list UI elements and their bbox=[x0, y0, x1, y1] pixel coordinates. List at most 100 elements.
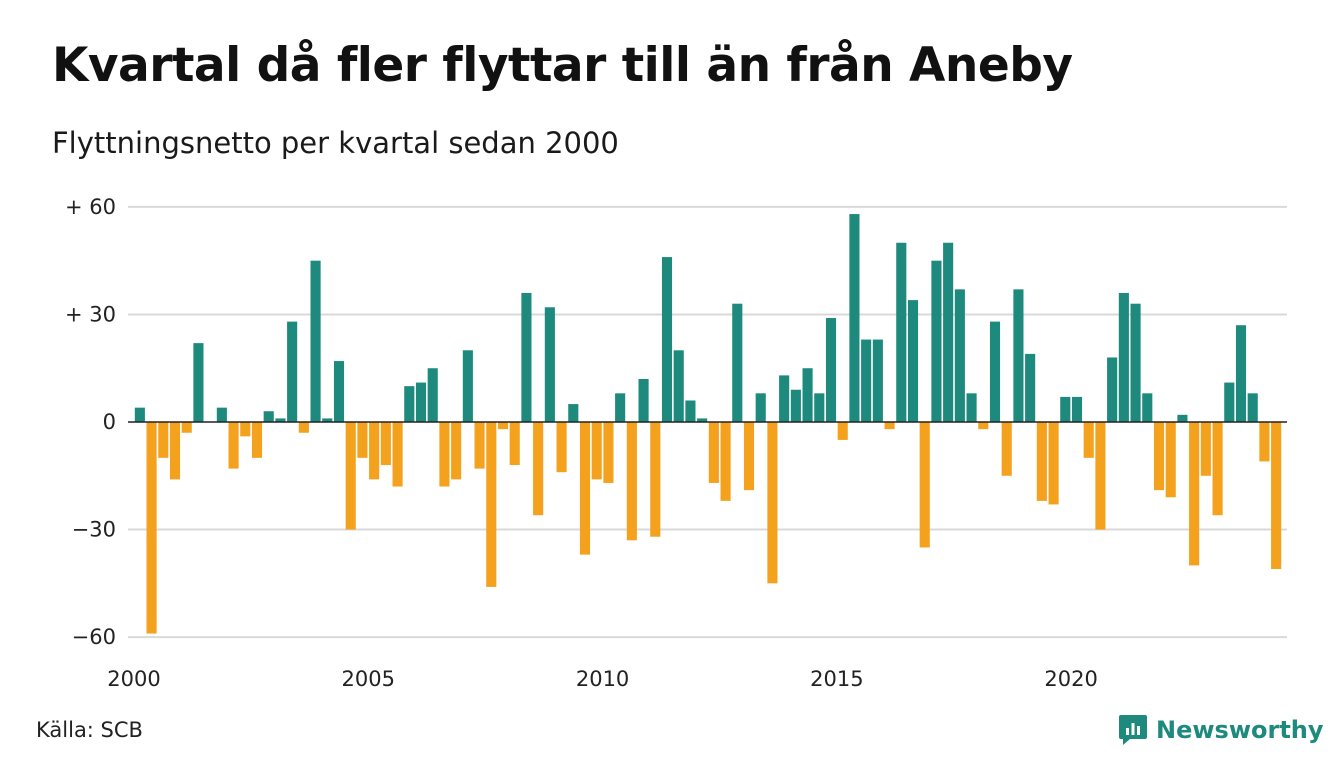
y-tick-label: −60 bbox=[72, 625, 116, 649]
bar-q92 bbox=[1200, 422, 1211, 476]
bar-q22 bbox=[380, 422, 391, 466]
bar-q34 bbox=[521, 292, 532, 422]
bar-q36 bbox=[544, 307, 555, 422]
bar-q75 bbox=[1001, 422, 1012, 476]
chart-subtitle: Flyttningsnetto per kvartal sedan 2000 bbox=[52, 126, 619, 160]
chart-title: Kvartal då fler flyttar till än från Ane… bbox=[52, 38, 1073, 93]
bar-q17 bbox=[322, 418, 333, 422]
bar-q4 bbox=[169, 422, 181, 480]
bar-q15 bbox=[298, 422, 309, 433]
bar-q76 bbox=[1013, 289, 1024, 422]
x-tick-label: 2015 bbox=[810, 667, 863, 691]
bar-q25 bbox=[415, 382, 427, 422]
bar-q41 bbox=[603, 422, 614, 483]
x-tick-label: 2010 bbox=[576, 667, 629, 691]
bar-q53 bbox=[743, 422, 755, 491]
bar-q39 bbox=[579, 422, 591, 555]
bar-q40 bbox=[591, 422, 602, 480]
bar-q30 bbox=[474, 422, 485, 469]
bar-q89 bbox=[1165, 422, 1176, 498]
bar-q19 bbox=[345, 422, 356, 530]
bar-q29 bbox=[462, 350, 473, 422]
bar-q26 bbox=[427, 368, 438, 422]
bar-q64 bbox=[872, 339, 883, 422]
bar-q84 bbox=[1107, 357, 1118, 422]
y-tick-label: −30 bbox=[72, 518, 116, 542]
x-tick-label: 2000 bbox=[107, 667, 160, 691]
bar-q8 bbox=[216, 407, 227, 422]
bar-q33 bbox=[509, 422, 520, 466]
bar-q73 bbox=[978, 422, 989, 430]
bar-q54 bbox=[755, 393, 766, 422]
bar-q5 bbox=[181, 422, 192, 433]
bar-q88 bbox=[1153, 422, 1165, 491]
bar-q96 bbox=[1247, 393, 1258, 422]
bar-q68 bbox=[919, 422, 930, 548]
bar-q61 bbox=[837, 422, 848, 440]
bar-q62 bbox=[849, 214, 860, 422]
bar-q32 bbox=[497, 422, 509, 430]
bar-q18 bbox=[333, 361, 345, 422]
bar-q85 bbox=[1118, 292, 1129, 422]
bar-q46 bbox=[661, 257, 673, 422]
y-tick-label: + 30 bbox=[65, 302, 116, 326]
y-tick-label: + 60 bbox=[65, 195, 116, 219]
bar-q49 bbox=[697, 418, 708, 422]
bar-q52 bbox=[732, 303, 743, 422]
bar-q31 bbox=[486, 422, 497, 587]
bar-q56 bbox=[779, 375, 790, 422]
bar-q20 bbox=[357, 422, 368, 458]
bar-q55 bbox=[767, 422, 778, 584]
bar-q47 bbox=[673, 350, 684, 422]
bar-q6 bbox=[193, 343, 204, 422]
bar-q77 bbox=[1025, 353, 1036, 422]
bar-q43 bbox=[626, 422, 637, 541]
y-tick-label: 0 bbox=[103, 410, 116, 434]
bar-q35 bbox=[533, 422, 544, 516]
bar-q12 bbox=[263, 411, 274, 422]
bar-q50 bbox=[708, 422, 719, 483]
bar-q24 bbox=[404, 386, 415, 422]
bar-q14 bbox=[287, 321, 298, 422]
brand-logo: Newsworthy bbox=[1118, 712, 1324, 748]
bar-q67 bbox=[907, 300, 919, 422]
bar-q9 bbox=[228, 422, 239, 469]
bar-q2 bbox=[146, 422, 157, 634]
bar-q95 bbox=[1235, 325, 1247, 422]
bar-q82 bbox=[1083, 422, 1094, 458]
bar-q70 bbox=[943, 242, 954, 422]
bar-q13 bbox=[275, 418, 286, 422]
bar-q83 bbox=[1095, 422, 1106, 530]
bar-q87 bbox=[1142, 393, 1153, 422]
bar-chart: + 60 + 30 0 −30 −60 2000 2005 2010 2015 2020 bbox=[65, 195, 1287, 691]
brand-name: Newsworthy bbox=[1156, 716, 1324, 744]
x-tick-label: 2020 bbox=[1044, 667, 1097, 691]
source-note: Källa: SCB bbox=[36, 718, 143, 742]
bar-q16 bbox=[310, 260, 321, 422]
bar-q42 bbox=[615, 393, 626, 422]
bar-q72 bbox=[966, 393, 977, 422]
bar-q10 bbox=[240, 422, 251, 437]
bar-q45 bbox=[650, 422, 661, 537]
bar-q90 bbox=[1177, 414, 1188, 422]
bar-q93 bbox=[1212, 422, 1223, 516]
bar-q1 bbox=[134, 407, 145, 422]
bar-q21 bbox=[369, 422, 380, 480]
bar-q97 bbox=[1259, 422, 1270, 462]
bar-q81 bbox=[1071, 396, 1083, 422]
bar-q58 bbox=[802, 368, 813, 422]
bar-q38 bbox=[568, 404, 579, 422]
newsworthy-logo-icon bbox=[1119, 715, 1147, 745]
bar-q66 bbox=[896, 242, 907, 422]
bar-q91 bbox=[1189, 422, 1200, 566]
bar-q74 bbox=[989, 321, 1001, 422]
bar-q79 bbox=[1048, 422, 1059, 505]
bar-q37 bbox=[556, 422, 567, 473]
x-tick-label: 2005 bbox=[342, 667, 395, 691]
bar-q11 bbox=[251, 422, 263, 458]
bar-q44 bbox=[638, 378, 649, 422]
bar-q78 bbox=[1036, 422, 1047, 501]
bar-q94 bbox=[1224, 382, 1235, 422]
bar-q69 bbox=[931, 260, 942, 422]
bar-q48 bbox=[685, 400, 696, 422]
